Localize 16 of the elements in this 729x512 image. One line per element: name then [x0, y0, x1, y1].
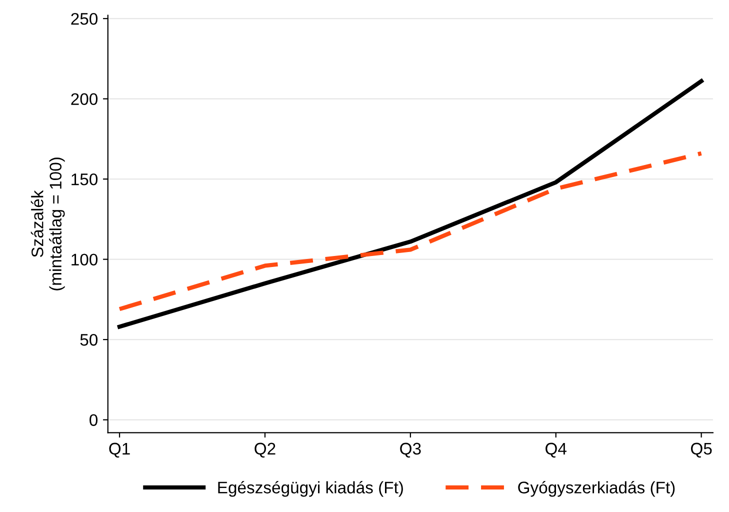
- line-series: [117, 79, 704, 329]
- y-tick-label: 0: [90, 414, 98, 426]
- line-series: [117, 151, 704, 312]
- x-tick-label: Q1: [109, 442, 130, 458]
- legend-label: Gyógyszerkiadás (Ft): [518, 481, 675, 497]
- x-tick-label: Q3: [400, 442, 421, 458]
- y-axis-title: Százalék (mintaátlag = 100): [30, 158, 65, 290]
- y-tick-label: 50: [80, 334, 98, 346]
- y-tick-label: 200: [71, 93, 98, 106]
- x-tick-label: Q2: [254, 442, 276, 458]
- y-tick-label: 150: [72, 173, 98, 186]
- legend-label: Egészségügyi kiadás (Ft): [218, 481, 403, 497]
- y-tick-label: 250: [71, 12, 98, 25]
- y-tick-label: 100: [72, 254, 98, 266]
- x-tick-label: Q5: [691, 442, 712, 458]
- x-tick-label: Q4: [546, 442, 567, 458]
